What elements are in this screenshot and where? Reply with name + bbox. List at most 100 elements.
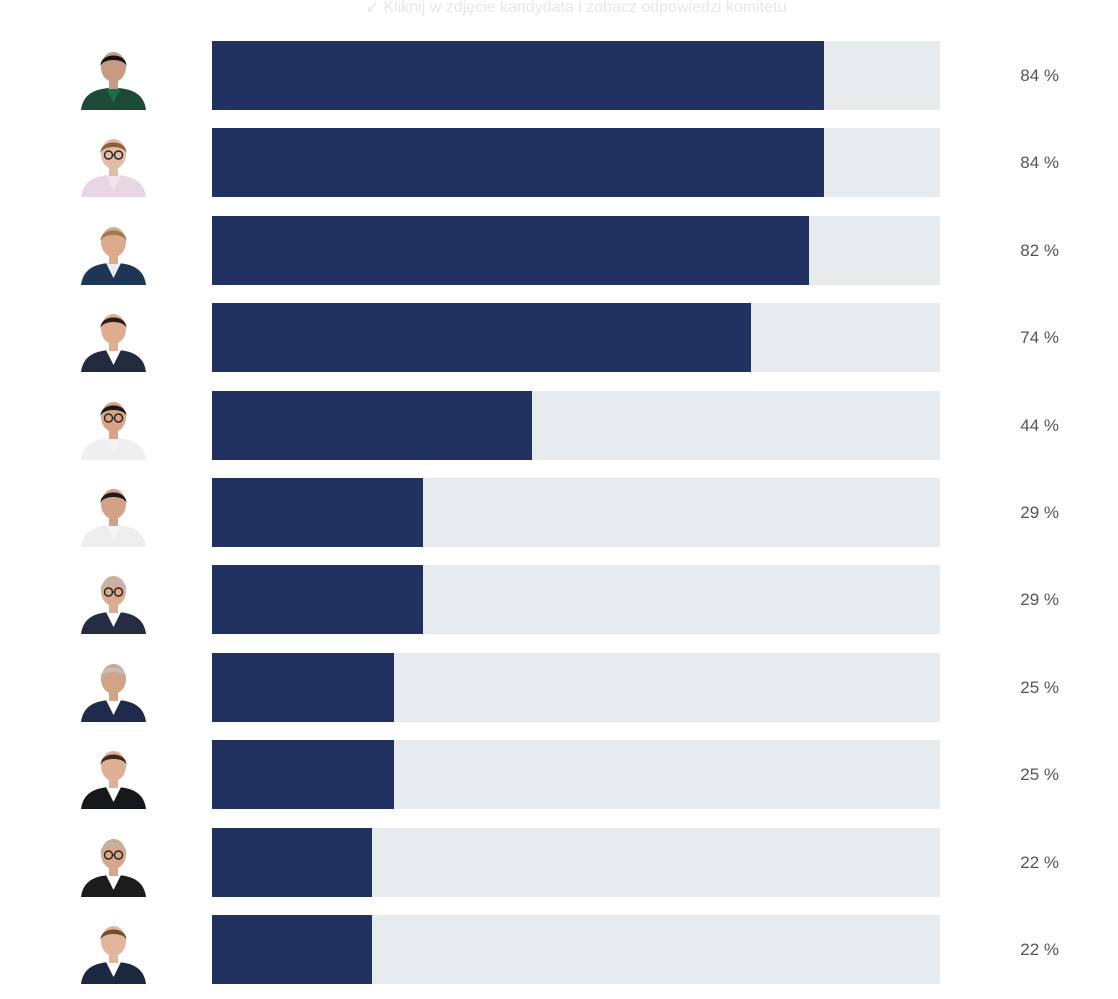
bar-track xyxy=(212,478,940,547)
candidate-row: 84 % xyxy=(0,128,1118,197)
bar-fill xyxy=(212,565,423,634)
candidate-row: 25 % xyxy=(0,653,1118,722)
candidate-photo[interactable] xyxy=(79,216,148,285)
portrait-collar xyxy=(106,875,121,890)
person-portrait-icon xyxy=(79,653,148,722)
person-portrait-icon xyxy=(79,828,148,897)
candidate-photo[interactable] xyxy=(79,653,148,722)
portrait-neck xyxy=(109,691,118,701)
portrait-neck xyxy=(109,254,118,264)
candidate-photo[interactable] xyxy=(79,565,148,634)
percentage-label: 84 % xyxy=(1020,153,1059,172)
percentage-label: 29 % xyxy=(1020,503,1059,522)
bar-fill xyxy=(212,216,809,285)
bar-fill xyxy=(212,915,372,984)
portrait-collar xyxy=(106,350,121,365)
instruction-hint: ↙ Kliknij w zdjęcie kandydata i zobacz o… xyxy=(365,0,787,16)
person-portrait-icon xyxy=(79,216,148,285)
portrait-hair xyxy=(100,667,127,678)
candidate-row: 29 % xyxy=(0,565,1118,634)
bar-track xyxy=(212,565,940,634)
person-portrait-icon xyxy=(79,478,148,547)
person-portrait-icon xyxy=(79,128,148,197)
percentage-label: 25 % xyxy=(1020,765,1059,784)
portrait-collar xyxy=(106,175,121,190)
percentage-label: 22 % xyxy=(1020,853,1059,872)
portrait-neck xyxy=(109,166,118,176)
percentage-label: 82 % xyxy=(1020,241,1059,260)
portrait-collar xyxy=(106,525,121,540)
bar-track xyxy=(212,828,940,897)
bar-fill xyxy=(212,740,394,809)
portrait-hair xyxy=(100,579,127,590)
portrait-collar xyxy=(106,612,121,627)
candidate-row: 22 % xyxy=(0,915,1118,984)
portrait-neck xyxy=(109,866,118,876)
portrait-hair xyxy=(100,405,127,416)
portrait-collar xyxy=(106,263,121,278)
portrait-collar xyxy=(106,88,121,103)
percentage-label: 74 % xyxy=(1020,328,1059,347)
bar-track xyxy=(212,128,940,197)
bar-track xyxy=(212,391,940,460)
percentage-label: 44 % xyxy=(1020,416,1059,435)
bar-fill xyxy=(212,653,394,722)
candidate-photo[interactable] xyxy=(79,128,148,197)
bar-fill xyxy=(212,391,532,460)
person-portrait-icon xyxy=(79,41,148,110)
portrait-hair xyxy=(100,55,127,66)
candidate-photo[interactable] xyxy=(79,478,148,547)
candidate-photo[interactable] xyxy=(79,41,148,110)
candidate-row: 84 % xyxy=(0,41,1118,110)
candidate-photo[interactable] xyxy=(79,828,148,897)
portrait-collar xyxy=(106,700,121,715)
bar-track xyxy=(212,41,940,110)
candidate-row: 29 % xyxy=(0,478,1118,547)
person-portrait-icon xyxy=(79,565,148,634)
candidate-row: 25 % xyxy=(0,740,1118,809)
portrait-hair xyxy=(100,842,127,853)
bar-track xyxy=(212,915,940,984)
person-portrait-icon xyxy=(79,303,148,372)
candidate-photo[interactable] xyxy=(79,391,148,460)
portrait-hair xyxy=(100,929,127,940)
bar-track xyxy=(212,740,940,809)
bar-fill xyxy=(212,128,824,197)
bar-fill xyxy=(212,828,372,897)
portrait-hair xyxy=(100,230,127,241)
bar-track xyxy=(212,216,940,285)
bar-track xyxy=(212,653,940,722)
portrait-collar xyxy=(106,962,121,977)
person-portrait-icon xyxy=(79,915,148,984)
portrait-hair xyxy=(100,492,127,503)
portrait-neck xyxy=(109,79,118,89)
portrait-neck xyxy=(109,778,118,788)
bar-fill xyxy=(212,478,423,547)
portrait-hair xyxy=(100,317,127,328)
candidate-photo[interactable] xyxy=(79,740,148,809)
person-portrait-icon xyxy=(79,740,148,809)
person-portrait-icon xyxy=(79,391,148,460)
portrait-neck xyxy=(109,516,118,526)
candidate-photo[interactable] xyxy=(79,915,148,984)
portrait-neck xyxy=(109,429,118,439)
candidate-row: 82 % xyxy=(0,216,1118,285)
portrait-hair xyxy=(100,754,127,765)
portrait-collar xyxy=(106,438,121,453)
percentage-label: 25 % xyxy=(1020,678,1059,697)
candidate-photo[interactable] xyxy=(79,303,148,372)
percentage-label: 84 % xyxy=(1020,66,1059,85)
candidate-row: 74 % xyxy=(0,303,1118,372)
bar-track xyxy=(212,303,940,372)
portrait-neck xyxy=(109,341,118,351)
portrait-neck xyxy=(109,603,118,613)
candidate-row: 22 % xyxy=(0,828,1118,897)
portrait-neck xyxy=(109,953,118,963)
candidate-row: 44 % xyxy=(0,391,1118,460)
percentage-label: 29 % xyxy=(1020,590,1059,609)
portrait-hair xyxy=(100,142,127,153)
percentage-label: 22 % xyxy=(1020,940,1059,959)
bar-fill xyxy=(212,303,751,372)
bar-fill xyxy=(212,41,824,110)
